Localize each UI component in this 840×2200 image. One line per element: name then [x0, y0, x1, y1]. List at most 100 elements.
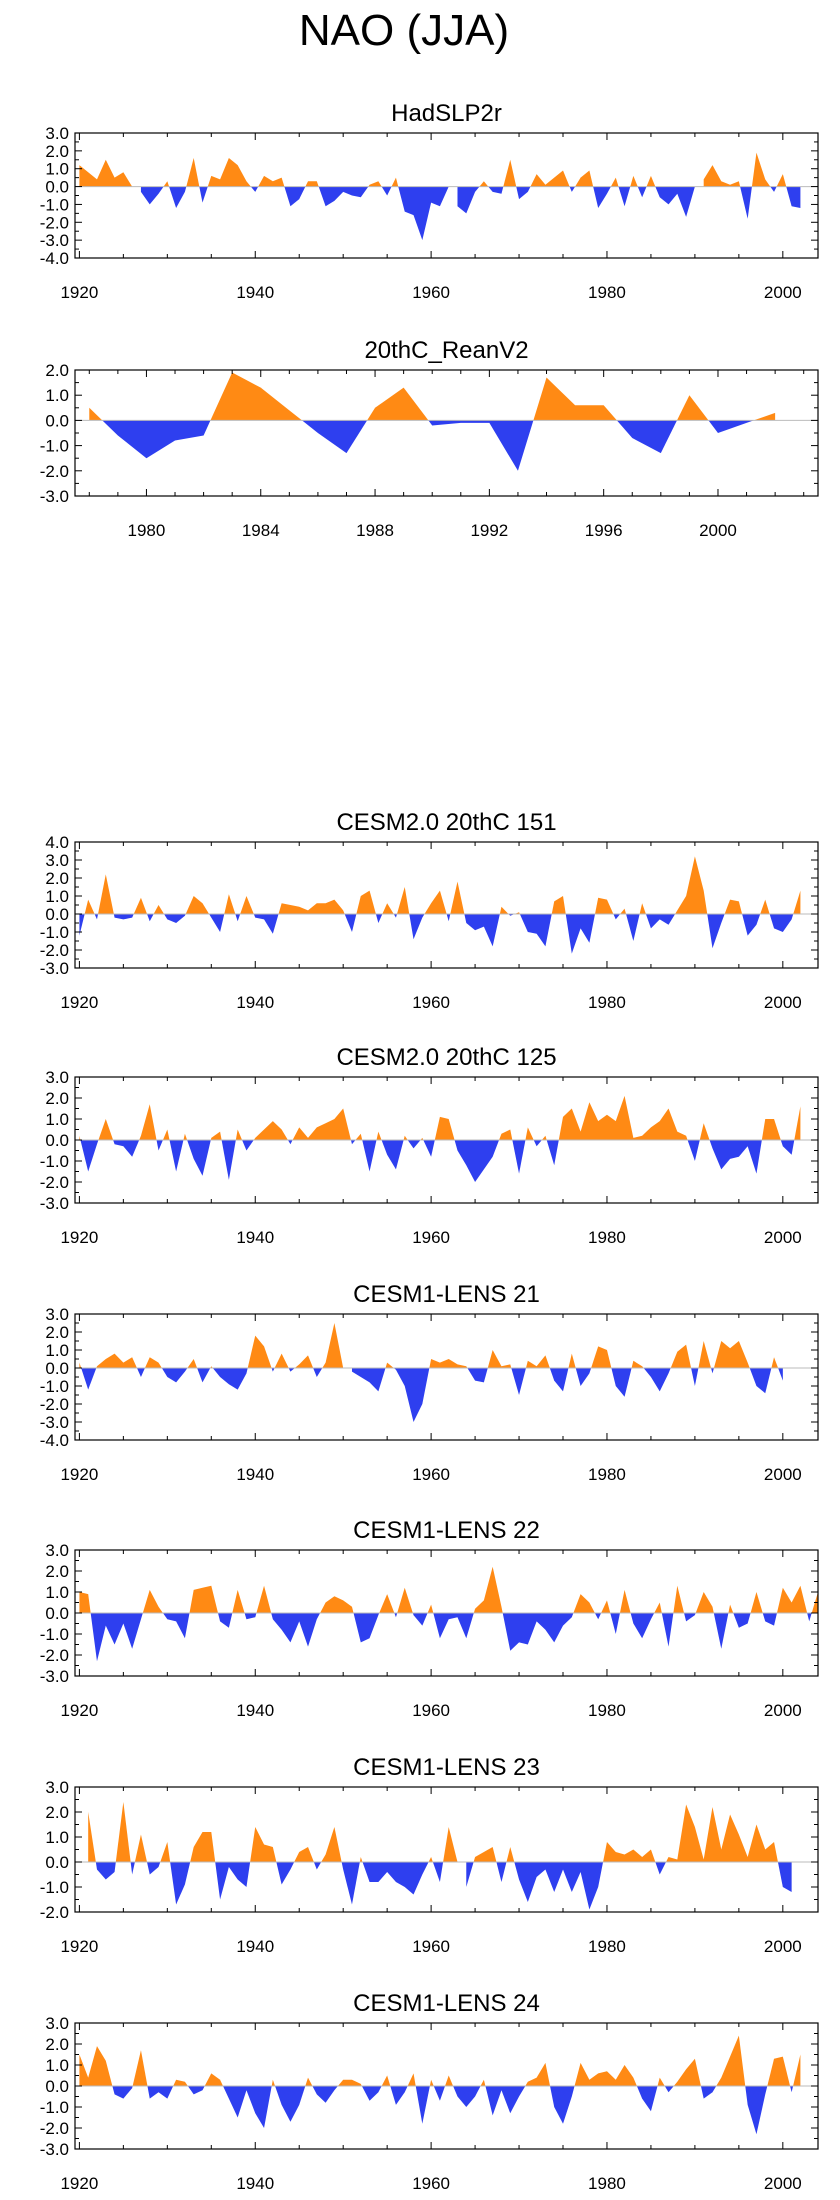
y-tick-label: 1.0 — [45, 1583, 69, 1602]
positive-anomaly-area — [573, 1594, 595, 1613]
figure-title: NAO (JJA) — [299, 6, 509, 55]
x-tick-label: 1920 — [60, 993, 98, 1012]
positive-anomaly-area — [429, 2079, 434, 2086]
negative-anomaly-area — [549, 1368, 569, 1392]
positive-anomaly-area — [133, 897, 148, 914]
negative-anomaly-area — [733, 1613, 751, 1628]
y-tick-label: 3.0 — [45, 124, 69, 143]
positive-anomaly-area — [450, 881, 465, 914]
positive-anomaly-area — [541, 1135, 547, 1140]
panel-cesm1-lens-23: CESM1-LENS 23 3.0 2.0 1.0 0.0 -1.0 -2.0 1920 194… — [40, 1754, 819, 1956]
positive-anomaly-area — [601, 1600, 611, 1613]
y-tick-label: -2.0 — [40, 1173, 69, 1192]
negative-anomaly-area — [691, 1368, 699, 1386]
panel-title: CESM1-LENS 21 — [353, 1281, 540, 1308]
positive-anomaly-area — [189, 1585, 219, 1613]
y-tick-label: 3.0 — [45, 1068, 69, 1087]
negative-anomaly-area — [485, 2086, 526, 2116]
negative-anomaly-area — [745, 2086, 768, 2135]
negative-anomaly-area — [381, 186, 392, 196]
panels-container: HadSLP2r3.02.01.00.0-1.0-2.0-3.0-4.01920… — [40, 100, 819, 2193]
positive-anomaly-area — [699, 1123, 710, 1140]
negative-anomaly-area — [610, 1613, 620, 1634]
positive-anomaly-area — [427, 1604, 434, 1613]
y-tick-label: -1.0 — [40, 437, 69, 456]
negative-anomaly-area — [394, 1613, 398, 1618]
y-tick-label: 0.0 — [45, 178, 69, 197]
x-tick-label: 1996 — [585, 521, 623, 540]
positive-anomaly-area — [695, 1592, 714, 1613]
positive-anomaly-area — [183, 1133, 188, 1140]
negative-anomaly-area — [242, 1140, 254, 1151]
positive-anomaly-area — [89, 407, 103, 421]
positive-anomaly-area — [473, 1566, 503, 1613]
negative-anomaly-area — [502, 1613, 574, 1651]
positive-anomaly-area — [403, 1135, 408, 1140]
negative-anomaly-area — [687, 1140, 700, 1161]
negative-anomaly-area — [637, 186, 647, 198]
y-tick-label: 2.0 — [45, 1089, 69, 1108]
positive-anomaly-area — [381, 2075, 391, 2086]
negative-anomaly-area — [769, 914, 794, 932]
negative-anomaly-area — [197, 1368, 211, 1383]
positive-anomaly-area — [79, 2046, 113, 2086]
positive-anomaly-area — [776, 174, 787, 187]
x-tick-label: 1940 — [236, 283, 274, 302]
negative-anomaly-area — [807, 1613, 812, 1622]
positive-anomaly-area — [79, 1135, 81, 1140]
negative-anomaly-area — [341, 1862, 360, 1905]
y-tick-label: 1.0 — [45, 1110, 69, 1129]
positive-anomaly-area — [724, 899, 743, 914]
x-tick-label: 1960 — [412, 1228, 450, 1247]
positive-anomaly-area — [499, 906, 509, 914]
y-tick-label: 2.0 — [45, 2035, 69, 2054]
x-tick-label: 1920 — [60, 2174, 98, 2193]
positive-anomaly-area — [761, 1119, 781, 1140]
positive-anomaly-area — [144, 1357, 162, 1368]
positive-anomaly-area — [250, 1827, 277, 1862]
negative-anomaly-area — [170, 1862, 191, 1905]
x-tick-label: 1984 — [242, 521, 280, 540]
negative-anomaly-area — [302, 420, 368, 454]
positive-anomaly-area — [253, 1121, 288, 1140]
negative-anomaly-area — [350, 1140, 356, 1145]
negative-anomaly-area — [130, 1862, 135, 1875]
positive-anomaly-area — [429, 1359, 468, 1368]
x-tick-label: 1940 — [236, 993, 274, 1012]
panel-title: CESM1-LENS 23 — [353, 1754, 540, 1781]
positive-anomaly-area — [162, 1129, 170, 1140]
positive-anomaly-area — [716, 2035, 746, 2086]
negative-anomaly-area — [742, 914, 761, 936]
y-tick-label: 0.0 — [45, 1359, 69, 1378]
negative-anomaly-area — [156, 1140, 163, 1151]
positive-anomaly-area — [610, 177, 619, 187]
panel-title: CESM1-LENS 24 — [353, 1990, 540, 2017]
positive-anomaly-area — [673, 2058, 701, 2086]
y-tick-label: 2.0 — [45, 1562, 69, 1581]
negative-anomaly-area — [453, 2086, 481, 2107]
positive-anomaly-area — [443, 1827, 458, 1862]
negative-anomaly-area — [79, 914, 85, 936]
positive-anomaly-area — [530, 170, 570, 187]
negative-anomaly-area — [313, 1368, 323, 1377]
y-tick-label: 2.0 — [45, 1323, 69, 1342]
negative-anomaly-area — [318, 186, 369, 207]
y-tick-label: -1.0 — [40, 1625, 69, 1644]
positive-anomaly-area — [639, 903, 646, 914]
positive-anomaly-area — [487, 1350, 512, 1368]
x-tick-label: 1980 — [588, 993, 626, 1012]
y-tick-label: -2.0 — [40, 1395, 69, 1414]
positive-anomaly-area — [776, 1585, 808, 1613]
positive-anomaly-area — [619, 1589, 631, 1613]
y-tick-label: -1.0 — [40, 195, 69, 214]
positive-anomaly-area — [256, 1585, 272, 1613]
negative-anomaly-area — [393, 914, 397, 918]
positive-anomaly-area — [675, 856, 708, 914]
positive-anomaly-area — [382, 903, 394, 914]
negative-anomaly-area — [284, 186, 306, 207]
x-tick-label: 1988 — [356, 521, 394, 540]
negative-anomaly-area — [611, 1368, 632, 1397]
negative-anomaly-area — [351, 1368, 386, 1392]
negative-anomaly-area — [466, 1862, 474, 1887]
